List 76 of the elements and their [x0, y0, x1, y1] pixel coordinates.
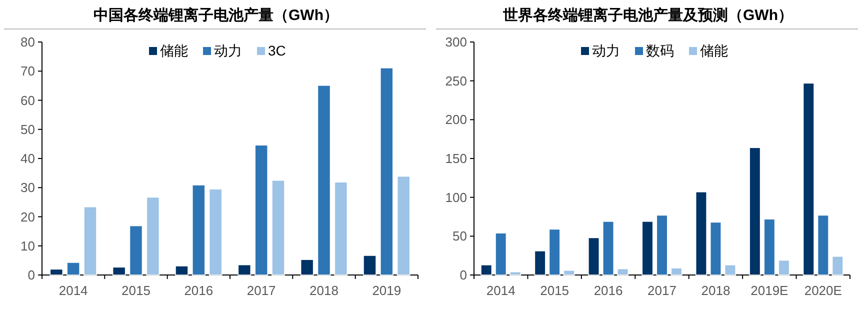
chart-title: 世界各终端锂离子电池产量及预测（GWh） — [502, 6, 793, 24]
bar — [656, 214, 668, 276]
bar — [724, 264, 736, 276]
x-tick-label: 2017 — [246, 283, 276, 298]
bar — [238, 264, 252, 276]
bar — [129, 225, 143, 276]
legend-label: 储能 — [160, 42, 188, 58]
bar — [192, 184, 206, 276]
bar — [749, 147, 761, 276]
y-tick-label: 30 — [20, 180, 35, 196]
y-tick-label: 150 — [445, 151, 467, 166]
y-tick-label: 100 — [445, 190, 467, 205]
bar — [510, 271, 522, 276]
y-tick-label: 50 — [452, 228, 467, 244]
y-tick-label: 70 — [20, 64, 35, 79]
y-tick-label: 50 — [20, 122, 35, 137]
y-tick-label: 200 — [445, 112, 467, 128]
legend-label: 储能 — [700, 42, 728, 58]
bar — [563, 270, 575, 276]
bar — [802, 82, 814, 276]
y-tick-label: 0 — [28, 268, 35, 282]
x-tick-label: 2015 — [540, 283, 570, 298]
bar — [548, 228, 560, 276]
bar — [112, 266, 126, 276]
bar — [602, 221, 614, 276]
bar — [363, 255, 376, 276]
x-tick-label: 2018 — [310, 283, 338, 298]
y-tick-label: 80 — [20, 34, 35, 50]
x-tick-label: 2016 — [594, 283, 623, 298]
x-tick-label: 2014 — [486, 283, 516, 298]
bar — [534, 250, 546, 276]
legend-label: 数码 — [646, 42, 674, 58]
bar — [380, 68, 394, 276]
bar — [710, 222, 722, 276]
x-tick-label: 2019 — [372, 283, 402, 298]
x-tick-label: 2020E — [804, 283, 842, 298]
x-tick-label: 2018 — [701, 283, 730, 298]
y-tick-label: 60 — [20, 92, 35, 108]
legend-label: 动力 — [214, 42, 242, 58]
x-tick-label: 2017 — [648, 283, 676, 298]
bar — [334, 182, 348, 276]
bar — [66, 262, 80, 276]
bar — [617, 268, 629, 276]
bar — [670, 268, 682, 276]
legend-label: 动力 — [592, 42, 620, 58]
bar — [817, 214, 829, 276]
y-tick-label: 40 — [20, 151, 35, 166]
bar — [272, 180, 285, 276]
bar — [764, 218, 776, 276]
bar — [495, 232, 507, 276]
bar — [146, 196, 160, 276]
y-tick-label: 300 — [445, 34, 467, 50]
bar — [208, 188, 222, 276]
bar — [50, 268, 64, 276]
bar — [480, 264, 492, 276]
y-tick-label: 10 — [20, 238, 35, 254]
y-tick-label: 250 — [445, 73, 467, 88]
bar — [695, 191, 707, 276]
x-tick-label: 2019E — [750, 283, 789, 298]
bar — [254, 144, 268, 276]
bar — [175, 266, 188, 276]
bar — [778, 260, 790, 276]
bar — [642, 221, 654, 276]
x-tick-label: 2015 — [122, 283, 150, 298]
legend-label: 3C — [268, 42, 286, 58]
bar — [317, 84, 331, 276]
bar — [300, 259, 314, 276]
bar — [396, 176, 410, 276]
x-tick-label: 2016 — [184, 283, 214, 298]
chart-title: 中国各终端锂离子电池产量（GWh） — [94, 6, 338, 24]
bar — [832, 256, 844, 276]
y-tick-label: 20 — [20, 209, 35, 224]
bar — [588, 237, 600, 276]
y-tick-label: 0 — [460, 268, 467, 282]
bar — [84, 206, 97, 276]
x-tick-label: 2014 — [58, 283, 88, 298]
